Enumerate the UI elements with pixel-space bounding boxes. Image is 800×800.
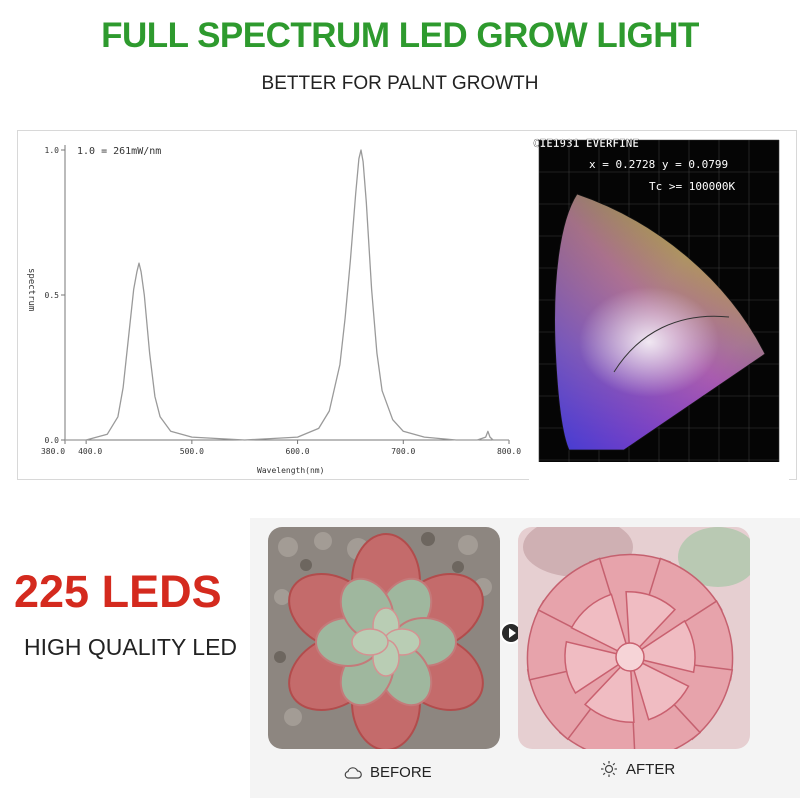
sun-icon: [601, 761, 617, 777]
spectrum-chart: 380.0 400.0 500.0 600.0 700.0 800.0 0.0 0.5 1.0 …: [26, 145, 521, 475]
y-tick-label: 1.0: [45, 146, 60, 155]
page-subtitle: BETTER FOR PALNT GROWTH: [261, 73, 539, 94]
x-tick-label: 800.0: [497, 447, 521, 456]
cloud-icon: [344, 766, 362, 779]
led-count-heading: 225 LEDS: [14, 566, 222, 617]
spectrum-line: [65, 149, 509, 441]
before-photo: [268, 527, 500, 749]
x-tick-label: 380.0: [41, 447, 65, 456]
x-tick-label: 700.0: [391, 447, 415, 456]
y-tick-label: 0.5: [45, 291, 60, 300]
chart-scale-note: 1.0 = 261mW/nm: [77, 146, 161, 157]
before-caption: BEFORE: [344, 764, 432, 781]
led-quality-label: HIGH QUALITY LED: [24, 634, 238, 660]
cie-title: CIE1931 EVERFINE: [533, 137, 639, 150]
cie-color-temperature: Tc >= 100000K: [649, 180, 735, 193]
x-tick-label: 600.0: [286, 447, 310, 456]
cie-coordinates: x = 0.2728 y = 0.0799: [589, 158, 728, 171]
after-photo: [518, 527, 750, 749]
page-title: FULL SPECTRUM LED GROW LIGHT: [101, 16, 699, 55]
before-label: BEFORE: [370, 764, 432, 781]
y-axis-label: spectrum: [26, 268, 36, 311]
after-caption: AFTER: [600, 760, 675, 778]
x-tick-label: 500.0: [180, 447, 204, 456]
x-tick-label: 400.0: [78, 447, 102, 456]
cie-diagram: CIE1931 EVERFINE x = 0.2728 y = 0.0799 T…: [529, 132, 789, 480]
y-tick-label: 0.0: [45, 436, 60, 445]
x-axis-label: Wavelength(nm): [257, 466, 324, 475]
after-label: AFTER: [626, 760, 676, 778]
